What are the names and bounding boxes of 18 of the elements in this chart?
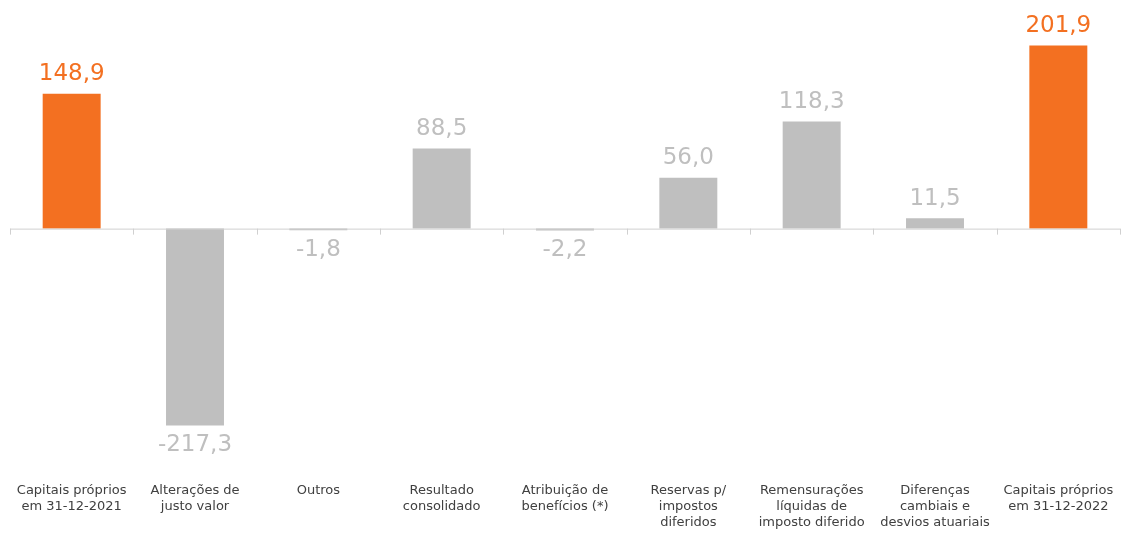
x-tick-label: Atribuição de benefícios (*) [521, 482, 609, 513]
x-tick-label: Diferenças cambiais e desvios atuariais [880, 482, 991, 529]
data-label: 11,5 [909, 183, 961, 210]
data-label: 148,9 [38, 59, 105, 86]
x-tick-label: Capitais próprios em 31-12-2021 [16, 482, 127, 513]
data-label: 118,3 [778, 86, 845, 113]
data-label: -217,3 [157, 430, 233, 457]
x-tick-label: Alterações de justo valor [150, 482, 240, 513]
x-tick-label: Outros [296, 482, 341, 498]
x-tick-label: Reservas p/ impostos diferidos [650, 482, 727, 529]
data-label: -2,2 [542, 235, 588, 262]
data-label: 88,5 [416, 113, 468, 140]
x-tick-label: Remensurações líquidas de imposto diferido [758, 482, 865, 529]
x-tick-label: Capitais próprios em 31-12-2022 [1003, 482, 1114, 513]
data-label: 56,0 [662, 143, 714, 170]
data-label: -1,8 [295, 234, 341, 261]
data-label: 201,9 [1025, 11, 1092, 38]
x-tick-label: Resultado consolidado [402, 482, 481, 513]
